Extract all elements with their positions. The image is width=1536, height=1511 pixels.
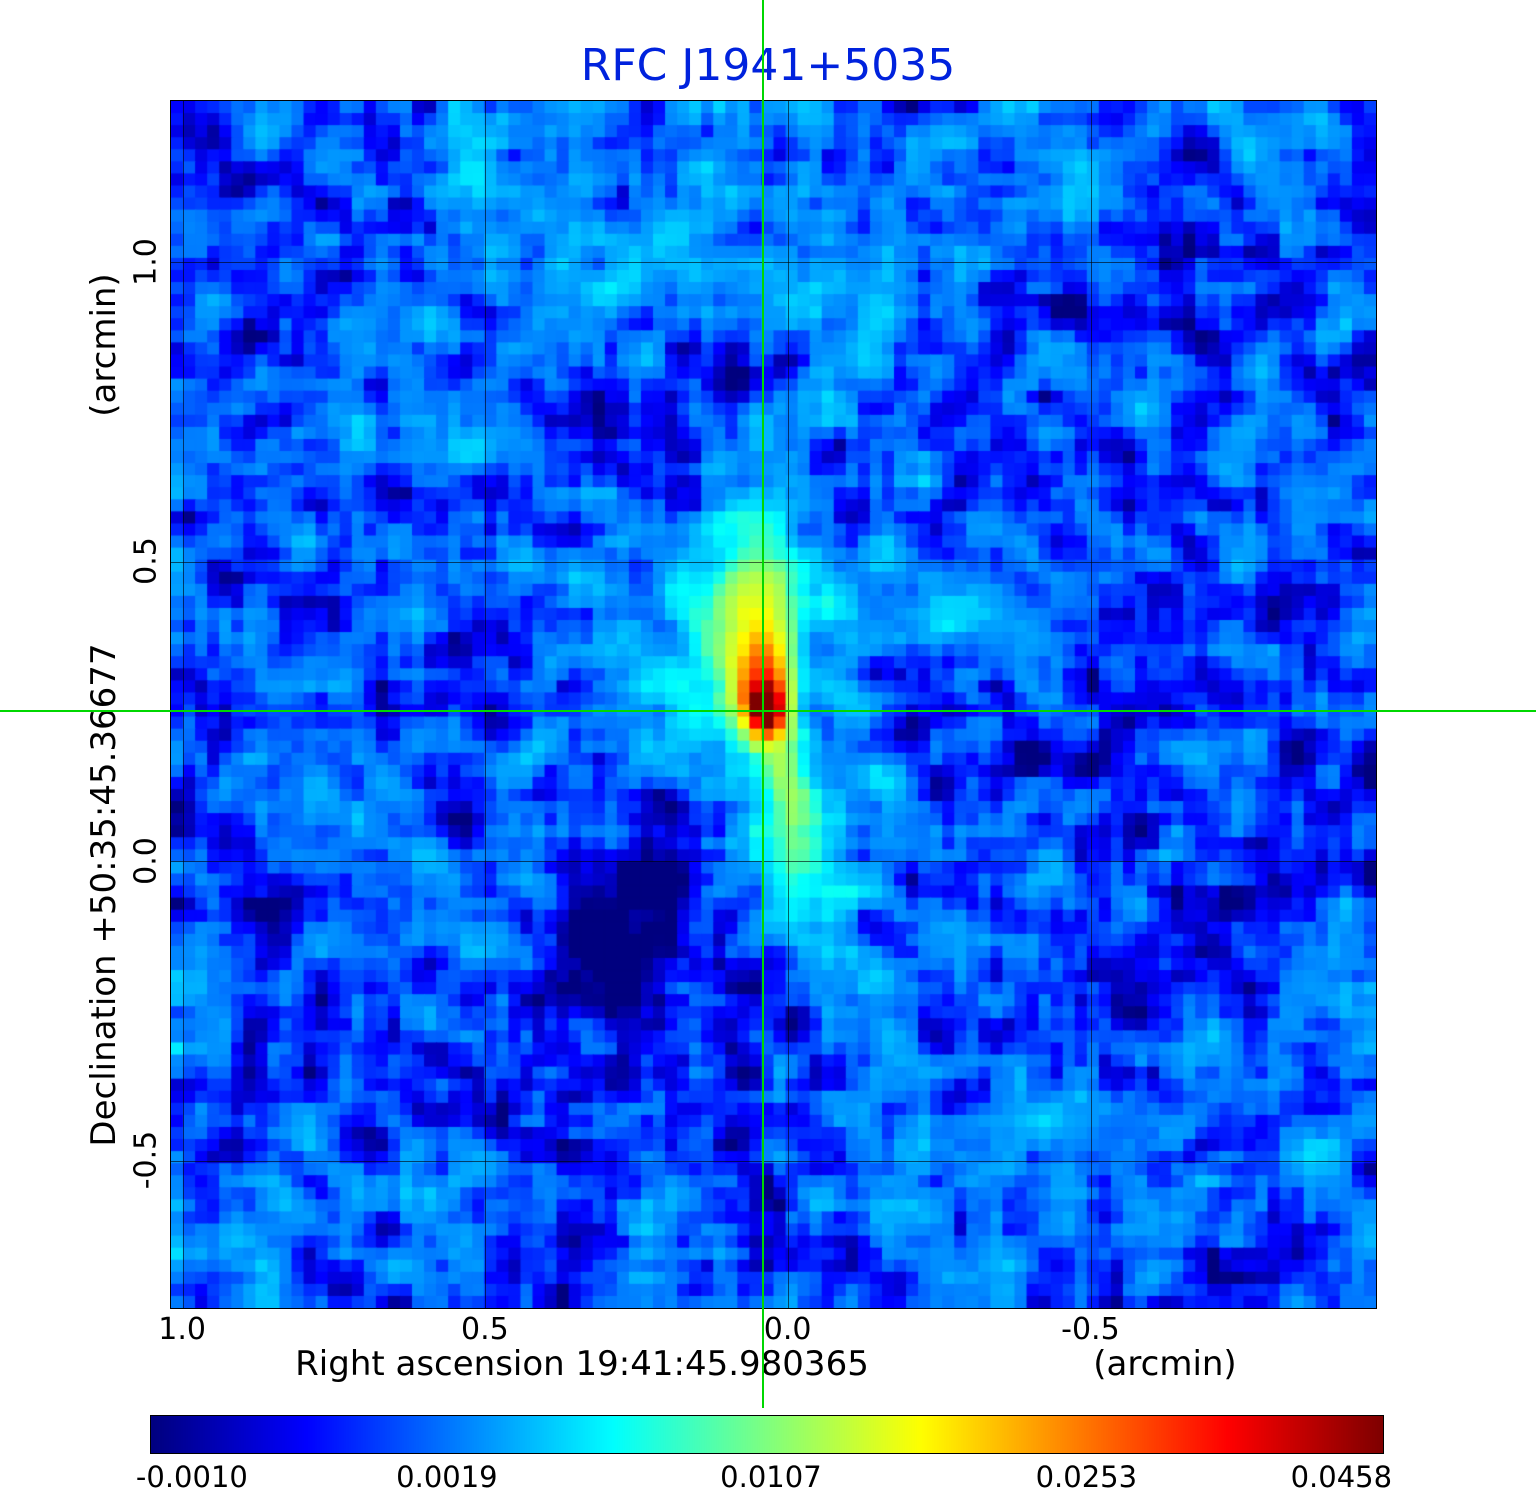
- x-grid-line: [182, 101, 184, 1308]
- colorbar-tick-label: 0.0107: [720, 1460, 822, 1494]
- colorbar-tick-label: 0.0253: [1035, 1460, 1138, 1494]
- crosshair-vertical-line: [762, 0, 765, 1408]
- sky-image-plot: [170, 100, 1377, 1309]
- x-grid-line: [788, 101, 790, 1308]
- colorbar-canvas: [151, 1416, 1383, 1453]
- y-grid-line: [171, 861, 1376, 863]
- y-grid-line: [171, 262, 1376, 264]
- y-tick-label: 1.0: [128, 237, 164, 286]
- x-tick-label: 0.0: [763, 1312, 812, 1347]
- x-axis-label: Right ascension 19:41:45.980365: [295, 1344, 869, 1384]
- y-axis-unit-label: (arcmin): [84, 273, 124, 417]
- colorbar-tick-label: 0.0019: [396, 1460, 498, 1494]
- y-tick-label: 0.0: [128, 836, 164, 885]
- x-grid-line: [485, 101, 487, 1308]
- colorbar-tick-label: 0.0458: [1290, 1460, 1393, 1494]
- sky-image-canvas: [171, 101, 1376, 1308]
- x-axis-unit-label: (arcmin): [1093, 1344, 1237, 1384]
- x-tick-label: 1.0: [158, 1312, 206, 1347]
- y-tick-label: 0.5: [128, 537, 164, 586]
- page-title: RFC J1941+5035: [580, 40, 956, 91]
- crosshair-horizontal-line: [0, 709, 1536, 712]
- y-grid-line: [171, 1160, 1376, 1162]
- colorbar: [150, 1415, 1384, 1454]
- colorbar-tick-label: -0.0010: [135, 1460, 248, 1494]
- x-tick-label: 0.5: [461, 1312, 509, 1347]
- y-axis-label: Declination +50:35:45.36677: [84, 643, 124, 1147]
- x-tick-label: -0.5: [1061, 1312, 1120, 1347]
- x-grid-line: [1090, 101, 1092, 1308]
- y-tick-label: -0.5: [128, 1130, 164, 1190]
- y-grid-line: [171, 561, 1376, 563]
